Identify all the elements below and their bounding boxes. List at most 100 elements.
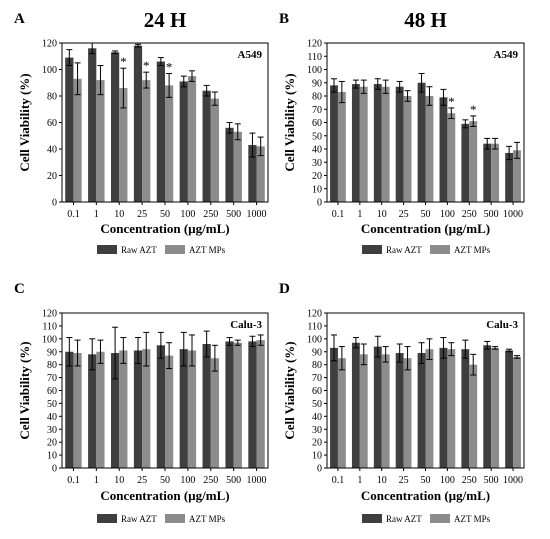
x-tick-label: 1 [94, 475, 99, 486]
legend-label: AZT MPs [189, 514, 226, 524]
bar [403, 96, 412, 202]
y-axis-label: Cell Viability (%) [17, 341, 32, 439]
bar [256, 340, 265, 469]
bar [73, 78, 82, 202]
x-tick-label: 10 [377, 209, 387, 220]
y-tick-label: 90 [47, 347, 57, 358]
y-tick-label: 20 [47, 438, 57, 449]
panel-letter: B [279, 11, 289, 27]
chart-panel-a: A 24 H * * * 0 20 40 60 80 100 120 0.1 1 10 25 50 100 250 5… [14, 8, 269, 255]
bar [513, 150, 521, 202]
x-tick-label: 25 [399, 209, 409, 220]
x-axis-label: Concentration (µg/mL) [361, 221, 490, 236]
y-tick-label: 30 [47, 425, 57, 436]
y-tick-label: 60 [312, 118, 322, 129]
y-tick-label: 10 [47, 451, 57, 462]
y-tick-label: 20 [312, 438, 322, 449]
bar [165, 85, 174, 202]
x-tick-label: 250 [203, 475, 218, 486]
y-tick-label: 10 [312, 184, 322, 195]
x-tick-label: 0.1 [67, 475, 80, 486]
y-tick-label: 80 [47, 360, 57, 371]
bar [210, 358, 220, 468]
bar [483, 143, 492, 202]
x-axis-label: Concentration (µg/mL) [361, 488, 490, 503]
bar [337, 92, 346, 202]
y-tick-label: 80 [312, 360, 322, 371]
y-tick-label: 90 [312, 347, 322, 358]
y-tick-label: 50 [312, 131, 322, 142]
significance-mark: * [448, 94, 455, 109]
legend-swatch [362, 514, 382, 523]
bar [351, 84, 360, 202]
bar [110, 353, 120, 468]
y-axis-label: Cell Viability (%) [17, 73, 32, 171]
x-tick-label: 0.1 [332, 475, 345, 486]
x-tick-label: 500 [484, 475, 499, 486]
y-tick-label: 20 [47, 171, 57, 182]
significance-mark: * [143, 58, 150, 73]
bar [330, 347, 338, 469]
legend: Raw AZT AZT MPs [97, 245, 226, 255]
x-tick-label: 50 [421, 209, 431, 220]
bar [359, 354, 368, 468]
y-tick-label: 70 [47, 373, 57, 384]
legend-swatch [430, 245, 450, 254]
panel-letter: D [279, 281, 290, 297]
x-tick-label: 0.1 [67, 209, 80, 220]
bar [187, 76, 197, 203]
y-tick-label: 100 [307, 334, 322, 345]
bar [351, 342, 360, 468]
x-tick-label: 50 [421, 475, 431, 486]
cell-line-label: A549 [238, 49, 263, 61]
bar [142, 349, 151, 468]
bar [248, 341, 257, 468]
bar [395, 353, 404, 468]
legend-swatch [165, 514, 185, 523]
bar [119, 88, 128, 202]
bar [88, 354, 97, 468]
y-tick-label: 30 [312, 425, 322, 436]
legend: Raw AZT AZT MPs [362, 514, 491, 524]
legend-label: Raw AZT [121, 514, 157, 524]
y-tick-label: 40 [312, 145, 322, 156]
bar [359, 86, 368, 202]
x-tick-label: 1000 [503, 209, 523, 220]
y-tick-label: 0 [52, 464, 57, 475]
bar [119, 350, 128, 468]
x-tick-label: 1000 [247, 209, 267, 220]
bar [73, 353, 82, 468]
y-tick-label: 40 [312, 412, 322, 423]
bar [469, 121, 478, 202]
y-axis-label: Cell Viability (%) [282, 73, 297, 171]
y-tick-label: 110 [42, 321, 57, 332]
bar [491, 143, 500, 202]
bar [439, 347, 448, 469]
bar [461, 349, 470, 468]
y-tick-label: 100 [307, 65, 322, 76]
y-axis-label: Cell Viability (%) [282, 341, 297, 439]
x-tick-label: 500 [226, 475, 241, 486]
bar [447, 113, 456, 202]
x-tick-label: 250 [462, 209, 477, 220]
y-tick-label: 120 [307, 309, 322, 320]
bar [165, 355, 174, 469]
cell-line-label: Calu-3 [230, 319, 262, 331]
y-tick-label: 120 [42, 39, 57, 50]
bar [88, 48, 97, 202]
significance-mark: * [120, 54, 127, 69]
chart-title: 48 H [404, 8, 447, 32]
legend-swatch [165, 245, 185, 254]
bar [381, 354, 390, 468]
bar [417, 82, 426, 202]
y-tick-label: 20 [312, 171, 322, 182]
bar [142, 80, 151, 202]
y-tick-label: 0 [52, 198, 57, 209]
legend-swatch [430, 514, 450, 523]
y-tick-label: 120 [42, 309, 57, 320]
bar [337, 358, 346, 468]
bar [425, 96, 434, 202]
bar [483, 345, 492, 468]
